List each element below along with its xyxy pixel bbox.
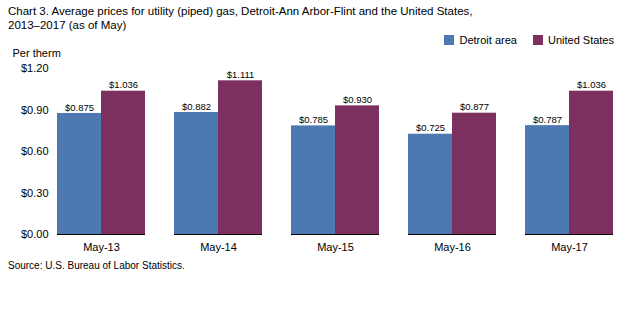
svg-text:$0.875: $0.875 [65,101,94,112]
svg-text:$0.725: $0.725 [416,122,445,133]
html-text:Detroit area: Detroit area [459,34,517,46]
svg-text:$0.90: $0.90 [21,104,49,116]
svg-text:$0.787: $0.787 [533,114,562,125]
svg-text:$0.930: $0.930 [343,94,372,105]
html-text:Source: U.S. Bureau of Labor S: Source: U.S. Bureau of Labor Statistics. [8,260,185,271]
html-text:2013–2017 (as of May): 2013–2017 (as of May) [8,19,127,31]
svg-text:$0.00: $0.00 [21,228,49,240]
svg-text:$0.30: $0.30 [21,187,49,199]
svg-text:May-17: May-17 [551,241,588,253]
svg-text:May-16: May-16 [434,241,471,253]
svg-text:$1.036: $1.036 [577,79,606,90]
svg-text:$1.111: $1.111 [227,69,255,80]
svg-text:$1.036: $1.036 [109,79,138,90]
html-text:United States: United States [548,34,614,46]
svg-text:May-13: May-13 [83,241,120,253]
svg-text:$1.20: $1.20 [21,62,49,74]
svg-text:May-15: May-15 [317,241,354,253]
svg-text:Per therm: Per therm [13,47,61,59]
svg-text:$0.785: $0.785 [299,114,328,125]
svg-text:May-14: May-14 [200,241,237,253]
svg-text:$0.877: $0.877 [460,101,489,112]
svg-text:$0.60: $0.60 [21,145,49,157]
svg-text:$0.882: $0.882 [182,101,211,112]
html-text:Chart 3. Average prices for ut: Chart 3. Average prices for utility (pip… [8,5,473,17]
